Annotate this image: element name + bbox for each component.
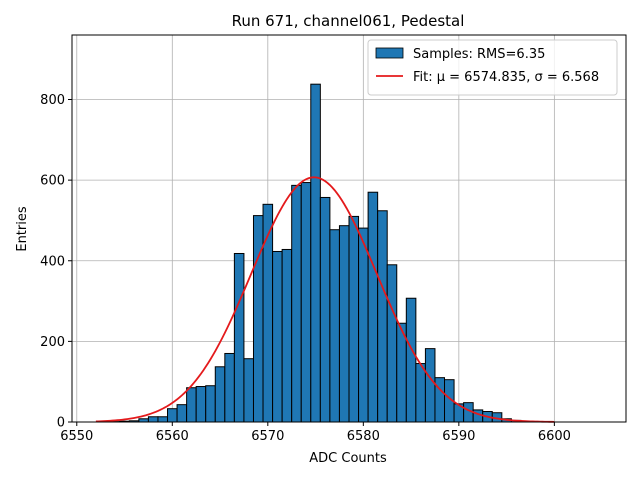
histogram-bar [348,215,360,423]
histogram-bar [214,366,226,423]
y-tick-label: 200 [40,335,65,350]
histogram-bar [405,297,417,423]
legend-box [367,39,618,96]
histogram-bar [252,215,264,423]
histogram-bar [319,196,331,423]
y-tick-label: 800 [40,93,65,108]
histogram-bar [472,409,484,423]
x-axis-ticks: 6550 6560 6570 6580 6590 6600 [60,422,571,444]
histogram-bar [338,225,350,423]
x-tick-label: 6580 [347,429,380,444]
x-tick-label: 6590 [442,429,475,444]
histogram-bar [281,248,293,423]
histogram-bar [243,358,254,423]
histogram-bar [195,386,207,423]
y-tick-label: 600 [40,174,65,189]
histogram-bar [224,352,235,423]
x-tick-label: 6550 [60,429,93,444]
x-axis-label: ADC Counts [309,451,387,466]
legend-fit-label: Fit: μ = 6574.835, σ = 6.568 [413,70,599,85]
histogram-bar [329,229,340,423]
histogram-bar [424,348,436,423]
histogram-bar [157,416,169,423]
histogram-bar [310,83,321,423]
histogram-bar [300,182,312,423]
x-tick-label: 6560 [156,429,189,444]
fit-curve [95,176,555,423]
histogram-bar [147,416,159,423]
axes-frame [71,34,627,423]
histogram-bar [377,210,388,423]
histogram-bar [176,404,188,423]
histogram-bar [167,408,178,423]
legend-histogram-swatch [375,47,404,59]
histogram-bar [367,191,379,423]
histogram-bar [291,184,302,423]
histogram-bar [386,264,398,423]
histogram-bar [205,385,216,423]
x-tick-label: 6570 [251,429,284,444]
histogram-bar [272,250,283,423]
legend: Samples: RMS=6.35 Fit: μ = 6574.835, σ =… [367,39,618,96]
histogram-bar [186,387,197,423]
histogram-bar [358,227,369,423]
legend-histogram-label: Samples: RMS=6.35 [413,47,545,62]
y-tick-label: 400 [40,254,65,269]
chart-title: Run 671, channel061, Pedestal [232,12,465,30]
x-tick-label: 6600 [538,429,571,444]
y-axis-ticks: 0 200 400 600 800 [40,93,72,431]
y-axis-label: Entries [15,206,30,252]
histogram-bar [233,252,245,423]
y-tick-label: 0 [57,416,65,431]
histogram-bar [415,363,426,423]
